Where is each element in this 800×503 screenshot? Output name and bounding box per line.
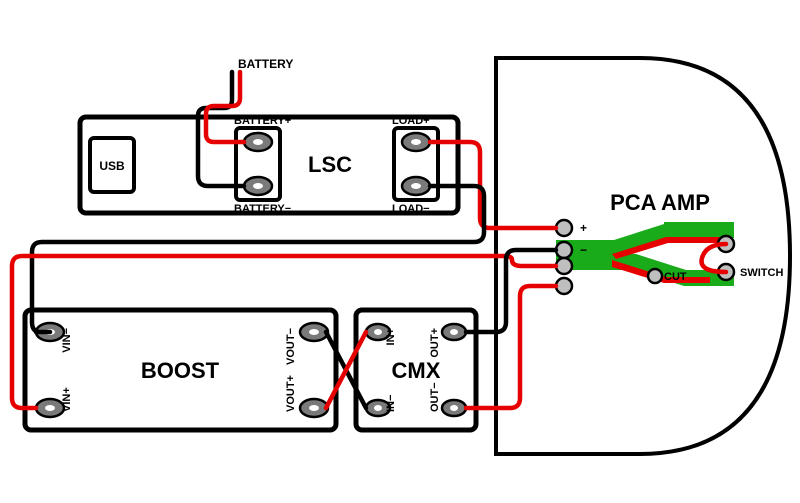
lsc-battp-label: BATTERY+ <box>234 115 291 127</box>
pad-pca-cut <box>648 269 662 283</box>
term-lsc-battn <box>244 177 272 195</box>
term-lsc-loadp <box>402 133 430 151</box>
boost-vinn-label: VIN− <box>61 328 73 353</box>
lsc-label: LSC <box>308 152 352 177</box>
lsc-loadn-label: LOAD− <box>392 203 430 215</box>
wiring-diagram: USB LSC BATTERY+ BATTERY− LOAD+ LOAD− BO… <box>0 0 800 503</box>
pad-pca-n <box>556 242 572 258</box>
cmx-label: CMX <box>392 358 441 383</box>
term-cmx-outn <box>442 400 466 416</box>
lsc-loadp-label: LOAD+ <box>392 115 430 127</box>
boost-voutp-label: VOUT+ <box>285 375 297 412</box>
boost-label: BOOST <box>141 358 220 383</box>
pad-pca-p <box>556 220 572 236</box>
enclosure-shell <box>496 58 790 454</box>
term-lsc-loadn <box>402 177 430 195</box>
pca-switch-label: SWITCH <box>740 267 783 279</box>
boost-vinp-label: VIN+ <box>61 387 73 412</box>
pad-pca-b <box>556 278 572 294</box>
pca-n-label: − <box>580 243 587 257</box>
term-cmx-outp <box>442 324 466 340</box>
term-boost-vinp <box>36 399 64 417</box>
lsc-battn-label: BATTERY− <box>234 203 291 215</box>
cmx-inn-label: IN− <box>385 395 397 412</box>
cmx-outn-label: OUT− <box>429 382 441 412</box>
usb-label: USB <box>99 159 125 173</box>
boost-voutn-label: VOUT− <box>285 328 297 365</box>
cmx-inp-label: IN+ <box>385 328 397 345</box>
pca-label: PCA AMP <box>610 190 710 215</box>
term-lsc-battp <box>244 133 272 151</box>
pad-pca-a <box>556 258 572 274</box>
pca-p-label: + <box>580 221 587 235</box>
pca-cut-label: CUT <box>664 271 687 283</box>
battery-label: BATTERY <box>238 57 293 71</box>
cmx-outp-label: OUT+ <box>429 328 441 358</box>
